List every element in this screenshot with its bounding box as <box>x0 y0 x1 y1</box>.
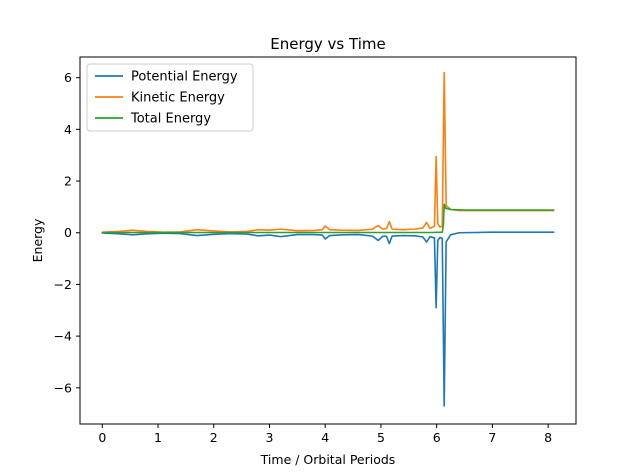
y-axis-label: Energy <box>30 218 45 262</box>
legend-label-potential-energy: Potential Energy <box>131 70 238 85</box>
x-tick-label: 8 <box>544 430 552 445</box>
x-tick-label: 5 <box>377 430 385 445</box>
y-tick-label: 2 <box>64 174 72 189</box>
x-tick-label: 0 <box>98 430 106 445</box>
x-tick-label: 7 <box>488 430 496 445</box>
x-tick-label: 2 <box>210 430 218 445</box>
x-tick-label: 3 <box>266 430 274 445</box>
x-tick-label: 6 <box>433 430 441 445</box>
x-tick-label: 1 <box>154 430 162 445</box>
x-axis: 0 1 2 3 4 5 6 7 8 <box>98 424 552 445</box>
series-layer <box>101 71 555 407</box>
potential-energy-line <box>101 231 555 407</box>
chart-title: Energy vs Time <box>270 35 385 53</box>
x-tick-label: 4 <box>321 430 329 445</box>
y-tick-label: −4 <box>54 329 72 344</box>
plot-frame <box>79 56 577 425</box>
y-tick-label: 6 <box>64 70 72 85</box>
y-tick-label: 0 <box>64 225 72 240</box>
y-tick-label: −2 <box>54 277 72 292</box>
x-axis-label: Time / Orbital Periods <box>260 452 396 467</box>
kinetic-energy-line <box>101 71 555 234</box>
legend-label-total-energy: Total Energy <box>130 112 211 127</box>
legend-label-kinetic-energy: Kinetic Energy <box>131 91 225 106</box>
y-tick-label: 4 <box>64 122 72 137</box>
total-energy-line <box>101 203 555 234</box>
legend: Potential Energy Kinetic Energy Total Ener… <box>86 63 254 132</box>
y-tick-label: −6 <box>54 380 72 395</box>
legend-box <box>86 63 254 132</box>
y-axis: 6 4 2 0 −2 −4 −6 <box>54 70 80 395</box>
